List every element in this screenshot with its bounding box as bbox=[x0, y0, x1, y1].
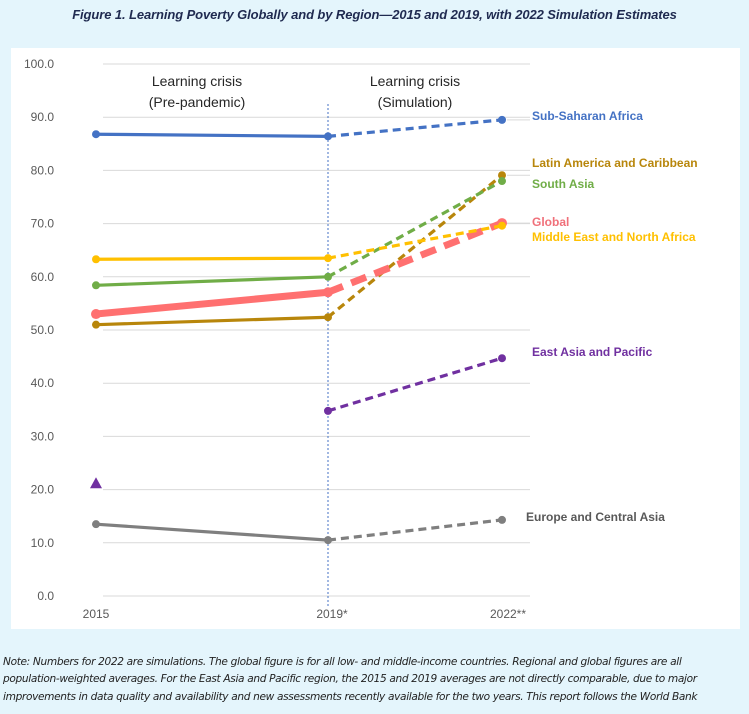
data-point bbox=[324, 536, 332, 545]
series-segment-observed bbox=[94, 275, 330, 287]
annotation-pre-pandemic-line1: Learning crisis bbox=[152, 73, 242, 89]
series-europe-and-central-asia bbox=[92, 515, 506, 545]
series-south-asia bbox=[92, 177, 506, 290]
data-point bbox=[92, 320, 100, 329]
data-point bbox=[498, 515, 506, 524]
data-point bbox=[324, 272, 332, 281]
y-tick-label: 100.0 bbox=[24, 57, 54, 71]
series-sub-saharan-africa bbox=[92, 115, 506, 141]
annotation-simulation: Learning crisis (Simulation) bbox=[370, 73, 460, 110]
series-segment-observed bbox=[94, 132, 330, 138]
series-segment-simulated bbox=[327, 118, 503, 138]
data-point bbox=[324, 313, 332, 322]
series-label: South Asia bbox=[532, 177, 595, 191]
annotation-pre-pandemic: Learning crisis (Pre-pandemic) bbox=[149, 73, 245, 110]
y-tick-label: 70.0 bbox=[31, 217, 55, 231]
x-axis-ticks: 2015 2019* 2022** bbox=[83, 607, 527, 621]
data-point bbox=[324, 132, 332, 141]
y-tick-label: 80.0 bbox=[31, 163, 55, 177]
series-label: Middle East and North Africa bbox=[532, 230, 696, 244]
data-point bbox=[498, 354, 506, 363]
x-tick-label: 2022** bbox=[490, 607, 526, 621]
series-segment-simulated bbox=[327, 518, 503, 542]
data-point bbox=[92, 281, 100, 290]
series-label: East Asia and Pacific bbox=[532, 345, 653, 359]
y-tick-label: 10.0 bbox=[31, 536, 55, 550]
x-tick-label: 2015 bbox=[83, 607, 110, 621]
data-point bbox=[323, 287, 333, 298]
gridlines bbox=[103, 63, 530, 597]
data-point bbox=[324, 406, 332, 415]
note-line-2: population-weighted averages. For the Ea… bbox=[3, 673, 697, 686]
data-point bbox=[498, 115, 506, 124]
y-tick-label: 30.0 bbox=[31, 429, 55, 443]
figure-title: Figure 1. Learning Poverty Globally and … bbox=[72, 7, 677, 22]
note-line-1: Note: Numbers for 2022 are simulations. … bbox=[3, 656, 682, 668]
series-global bbox=[91, 218, 507, 320]
series-segment-simulated bbox=[326, 173, 504, 319]
series-segment-observed bbox=[94, 315, 330, 327]
series-label: Global bbox=[532, 215, 569, 229]
y-axis-ticks: 100.0 90.0 80.0 70.0 60.0 50.0 40.0 30.0 20.0 10.… bbox=[24, 57, 54, 603]
series-segment-simulated bbox=[327, 224, 503, 260]
y-tick-label: 50.0 bbox=[31, 323, 55, 337]
y-tick-label: 90.0 bbox=[31, 110, 55, 124]
data-point bbox=[91, 309, 101, 320]
data-point bbox=[92, 255, 100, 264]
series-group bbox=[90, 115, 507, 545]
series-labels: Sub-Saharan Africa Latin America and Cari… bbox=[507, 109, 698, 524]
chart-panel: 100.0 90.0 80.0 70.0 60.0 50.0 40.0 30.0 20.0 10.… bbox=[11, 48, 740, 629]
series-segment-simulated bbox=[326, 219, 504, 296]
line-chart: 100.0 90.0 80.0 70.0 60.0 50.0 40.0 30.0 20.0 10.… bbox=[24, 57, 698, 621]
series-segment-observed bbox=[92, 288, 332, 318]
series-segment-observed bbox=[94, 522, 330, 542]
annotation-simulation-line2: (Simulation) bbox=[378, 94, 453, 110]
annotation-pre-pandemic-line2: (Pre-pandemic) bbox=[149, 94, 245, 110]
series-segment-simulated bbox=[327, 179, 503, 279]
series-segment-simulated bbox=[327, 356, 503, 413]
note-line-3: improvements in data quality and availab… bbox=[3, 690, 698, 703]
series-segment-observed bbox=[94, 256, 330, 261]
y-tick-label: 60.0 bbox=[31, 270, 55, 284]
annotation-simulation-line1: Learning crisis bbox=[370, 73, 460, 89]
y-tick-label: 20.0 bbox=[31, 483, 55, 497]
data-point bbox=[324, 254, 332, 263]
series-label: Sub-Saharan Africa bbox=[532, 109, 643, 123]
data-point bbox=[498, 221, 506, 230]
series-east-asia-and-pacific bbox=[90, 354, 506, 489]
y-tick-label: 40.0 bbox=[31, 376, 55, 390]
x-tick-label: 2019* bbox=[316, 607, 348, 621]
series-label: Europe and Central Asia bbox=[526, 510, 665, 524]
data-point bbox=[92, 130, 100, 139]
data-point bbox=[498, 171, 506, 180]
series-middle-east-and-north-africa bbox=[92, 221, 506, 264]
y-tick-label: 0.0 bbox=[37, 589, 54, 603]
data-point-triangle bbox=[90, 477, 102, 489]
data-point bbox=[92, 520, 100, 529]
data-point bbox=[498, 177, 506, 186]
series-latin-america-and-caribbean bbox=[92, 171, 506, 329]
series-label: Latin America and Caribbean bbox=[532, 156, 698, 170]
figure-note: Note: Numbers for 2022 are simulations. … bbox=[3, 654, 748, 706]
